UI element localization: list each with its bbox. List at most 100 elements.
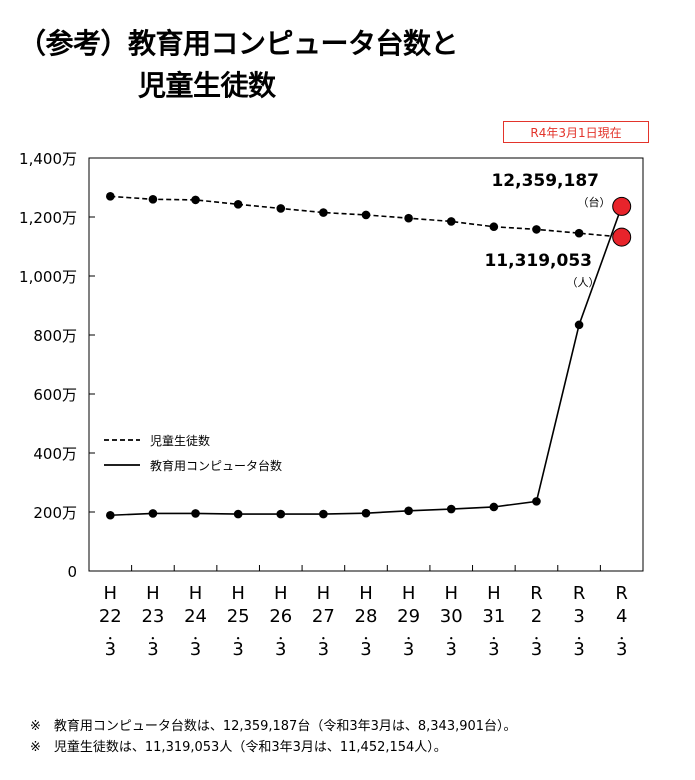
x-tick-label: 3 bbox=[275, 639, 286, 660]
footnote-students: ※ 児童生徒数は、11,319,053人（令和3年3月は、11,452,154人… bbox=[30, 740, 447, 755]
legend-label: 教育用コンピュータ台数 bbox=[150, 458, 282, 473]
x-tick-label: 3 bbox=[403, 639, 414, 660]
legend-label: 児童生徒数 bbox=[150, 433, 210, 448]
x-tick-label: 3 bbox=[360, 639, 371, 660]
data-point bbox=[489, 222, 499, 232]
x-tick-label: 3 bbox=[446, 639, 457, 660]
x-tick-label: 30 bbox=[440, 606, 463, 627]
annotation-unit: （人） bbox=[567, 276, 600, 289]
y-tick-label: 600万 bbox=[33, 386, 77, 404]
x-tick-label: H bbox=[317, 583, 331, 604]
x-tick-label: ・ bbox=[275, 632, 286, 645]
x-tick-label: 31 bbox=[482, 606, 505, 627]
x-tick-label: H bbox=[104, 583, 118, 604]
x-tick-label: H bbox=[189, 583, 203, 604]
data-point bbox=[574, 228, 584, 238]
data-point bbox=[106, 510, 115, 520]
chart-title-line2: 児童生徒数 bbox=[138, 69, 276, 102]
data-point bbox=[319, 509, 328, 519]
data-point bbox=[532, 225, 541, 234]
x-tick-label: ・ bbox=[105, 632, 116, 645]
data-point bbox=[404, 506, 413, 516]
x-tick-label: ・ bbox=[574, 632, 585, 645]
data-point bbox=[276, 204, 286, 213]
x-tick-label: 24 bbox=[184, 606, 207, 627]
x-tick-label: 3 bbox=[232, 639, 243, 660]
data-point bbox=[148, 509, 158, 518]
data-point bbox=[276, 509, 286, 519]
x-tick-label: 26 bbox=[269, 606, 292, 627]
x-tick-label: ・ bbox=[531, 632, 542, 645]
y-tick-label: 800万 bbox=[33, 327, 77, 345]
footnotes: ※ 教育用コンピュータ台数は、12,359,187台（令和3年3月は、8,343… bbox=[30, 716, 517, 758]
y-tick-label: 1,200万 bbox=[19, 209, 77, 227]
data-point bbox=[489, 502, 499, 512]
x-tick-label: 23 bbox=[141, 606, 164, 627]
annotation-value: 11,319,053 bbox=[484, 251, 592, 271]
data-point bbox=[574, 320, 584, 330]
x-tick-label: ・ bbox=[147, 632, 158, 645]
data-point bbox=[361, 210, 371, 220]
x-tick-label: H bbox=[487, 583, 501, 604]
y-tick-label: 400万 bbox=[33, 445, 77, 463]
as-of-date-badge: R4年3月1日現在 bbox=[503, 121, 649, 143]
x-tick-label: ・ bbox=[233, 632, 244, 645]
data-point bbox=[532, 497, 541, 506]
x-tick-label: H bbox=[274, 583, 288, 604]
data-point bbox=[191, 509, 200, 518]
x-tick-label: ・ bbox=[318, 632, 329, 645]
annotation-value: 12,359,187 bbox=[491, 171, 599, 191]
data-point bbox=[148, 195, 158, 204]
x-tick-label: 3 bbox=[147, 639, 158, 660]
y-tick-label: 1,000万 bbox=[19, 268, 77, 286]
y-tick-label: 1,400万 bbox=[19, 150, 77, 168]
x-tick-label: 3 bbox=[488, 639, 499, 660]
footnote-computers: ※ 教育用コンピュータ台数は、12,359,187台（令和3年3月は、8,343… bbox=[30, 719, 517, 734]
x-tick-label: ・ bbox=[361, 632, 372, 645]
data-point bbox=[404, 213, 413, 223]
x-tick-label: H bbox=[146, 583, 160, 604]
x-tick-label: 25 bbox=[227, 606, 250, 627]
x-tick-label: 3 bbox=[573, 639, 584, 660]
x-tick-label: ・ bbox=[403, 632, 414, 645]
x-tick-label: 4 bbox=[616, 606, 627, 627]
x-tick-label: 28 bbox=[355, 606, 378, 627]
x-tick-label: 22 bbox=[99, 606, 122, 627]
x-tick-label: 3 bbox=[616, 639, 627, 660]
y-tick-label: 0 bbox=[67, 563, 77, 581]
x-tick-label: 2 bbox=[531, 606, 542, 627]
x-tick-label: ・ bbox=[616, 632, 627, 645]
x-tick-label: 3 bbox=[105, 639, 116, 660]
x-tick-label: ・ bbox=[446, 632, 457, 645]
x-tick-label: R bbox=[615, 583, 628, 604]
x-tick-label: 3 bbox=[531, 639, 542, 660]
x-tick-label: R bbox=[530, 583, 543, 604]
x-tick-label: H bbox=[231, 583, 245, 604]
data-point bbox=[233, 200, 243, 209]
highlight-point bbox=[612, 196, 632, 216]
data-point bbox=[191, 195, 200, 205]
x-tick-label: ・ bbox=[190, 632, 201, 645]
x-tick-label: H bbox=[359, 583, 373, 604]
chart-title-line1: （参考）教育用コンピュータ台数と bbox=[18, 27, 459, 60]
data-point bbox=[446, 504, 456, 514]
x-tick-label: 3 bbox=[318, 639, 329, 660]
highlight-point bbox=[612, 227, 632, 247]
x-tick-label: 3 bbox=[573, 606, 584, 627]
x-tick-label: R bbox=[573, 583, 586, 604]
line-chart: 0200万400万600万800万1,000万1,200万1,400万H22・3… bbox=[19, 150, 644, 660]
data-point bbox=[361, 508, 371, 518]
plot-frame bbox=[88, 157, 644, 572]
x-tick-label: ・ bbox=[488, 632, 499, 645]
data-point bbox=[446, 217, 456, 226]
x-tick-label: H bbox=[444, 583, 458, 604]
x-tick-label: H bbox=[402, 583, 416, 604]
annotation-unit: （台） bbox=[578, 195, 611, 209]
x-tick-label: 27 bbox=[312, 606, 335, 627]
x-tick-label: 3 bbox=[190, 639, 201, 660]
y-tick-label: 200万 bbox=[33, 504, 77, 522]
data-point bbox=[106, 192, 115, 201]
data-point bbox=[319, 208, 328, 217]
x-tick-label: 29 bbox=[397, 606, 420, 627]
data-point bbox=[233, 509, 243, 519]
